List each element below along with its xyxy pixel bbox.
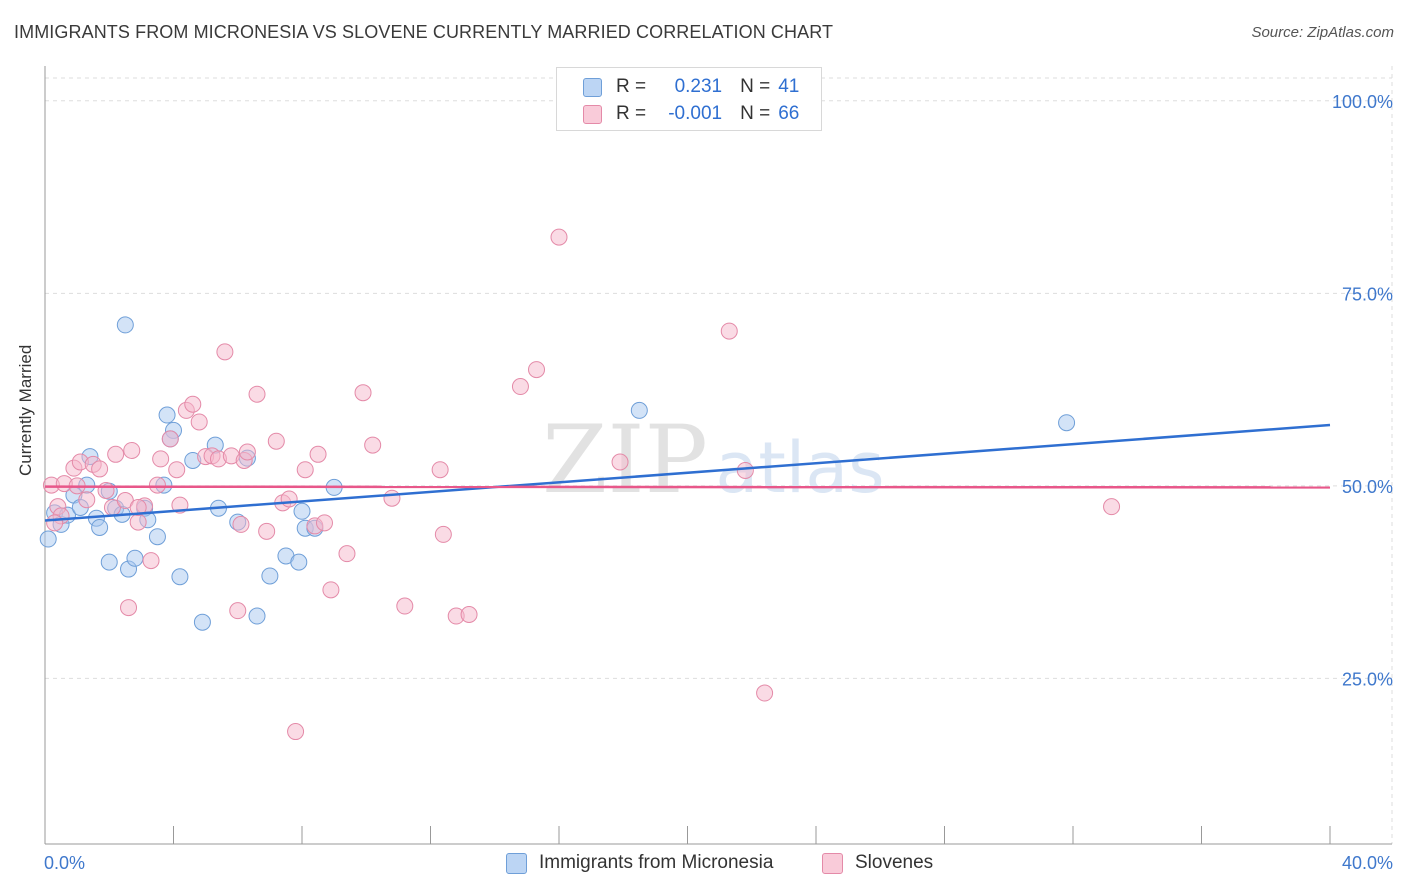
point-slovenes bbox=[1103, 498, 1121, 516]
point-slovenes bbox=[129, 498, 147, 516]
y-tick-label: 50.0% bbox=[1342, 477, 1393, 497]
x-tick-label: 0.0% bbox=[44, 853, 85, 873]
r-value: -0.001 bbox=[668, 103, 723, 124]
r-value: 0.231 bbox=[674, 76, 723, 97]
point-slovenes bbox=[123, 441, 141, 459]
point-slovenes bbox=[460, 605, 478, 623]
point-slovenes bbox=[354, 384, 372, 402]
point-slovenes bbox=[383, 489, 401, 507]
point-slovenes bbox=[267, 432, 285, 450]
point-slovenes bbox=[216, 343, 234, 361]
point-slovenes bbox=[129, 513, 147, 531]
point-micronesia bbox=[158, 406, 176, 424]
n-label: N = bbox=[740, 76, 771, 97]
point-micronesia bbox=[293, 502, 311, 520]
point-slovenes bbox=[736, 461, 754, 479]
legend-label: Immigrants from Micronesia bbox=[539, 852, 774, 873]
point-micronesia bbox=[290, 553, 308, 571]
correlation-legend: R = 0.231 N = 41 R = -0.001 N = 66 bbox=[556, 67, 822, 131]
point-slovenes bbox=[78, 491, 96, 509]
point-slovenes bbox=[756, 684, 774, 702]
point-slovenes bbox=[107, 445, 125, 463]
point-micronesia bbox=[630, 401, 648, 419]
point-slovenes bbox=[148, 476, 166, 494]
legend-swatch-pink bbox=[822, 852, 843, 874]
point-slovenes bbox=[431, 461, 449, 479]
r-label: R = bbox=[616, 103, 647, 124]
n-value: 66 bbox=[778, 103, 800, 124]
point-slovenes bbox=[528, 361, 546, 379]
point-micronesia bbox=[171, 568, 189, 586]
point-slovenes bbox=[142, 552, 160, 570]
source-note: Source: ZipAtlas.com bbox=[1251, 24, 1394, 41]
point-slovenes bbox=[168, 461, 186, 479]
r-label: R = bbox=[616, 76, 647, 97]
x-tick-label: 40.0% bbox=[1342, 853, 1393, 873]
point-slovenes bbox=[396, 597, 414, 615]
legend-item-slovenes: Slovenes bbox=[822, 852, 933, 874]
legend-swatch-blue bbox=[506, 852, 527, 874]
point-slovenes bbox=[91, 460, 109, 478]
point-slovenes bbox=[248, 385, 266, 403]
point-slovenes bbox=[232, 515, 250, 533]
point-micronesia bbox=[126, 549, 144, 567]
point-slovenes bbox=[97, 482, 115, 500]
point-slovenes bbox=[229, 602, 247, 620]
point-slovenes bbox=[46, 514, 64, 532]
point-slovenes bbox=[364, 436, 382, 454]
chart-title: IMMIGRANTS FROM MICRONESIA VS SLOVENE CU… bbox=[14, 22, 834, 42]
point-micronesia bbox=[39, 530, 57, 548]
point-micronesia bbox=[148, 528, 166, 546]
point-slovenes bbox=[190, 413, 208, 431]
point-slovenes bbox=[120, 599, 138, 617]
legend-swatch-pink bbox=[583, 104, 602, 124]
point-slovenes bbox=[720, 322, 738, 340]
point-slovenes bbox=[184, 395, 202, 413]
series-legend: Immigrants from Micronesia Slovenes bbox=[0, 852, 1406, 878]
point-micronesia bbox=[1058, 414, 1076, 432]
n-label: N = bbox=[740, 103, 771, 124]
y-tick-label: 75.0% bbox=[1342, 284, 1393, 304]
y-tick-label: 100.0% bbox=[1332, 92, 1393, 112]
point-slovenes bbox=[434, 525, 452, 543]
point-micronesia bbox=[91, 518, 109, 536]
point-slovenes bbox=[258, 522, 276, 540]
point-slovenes bbox=[550, 228, 568, 246]
trend-lines bbox=[44, 423, 1331, 522]
axes bbox=[44, 66, 1392, 845]
point-slovenes bbox=[280, 490, 298, 508]
legend-row-slovenes: R = -0.001 N = 66 bbox=[557, 101, 799, 127]
legend-label: Slovenes bbox=[855, 852, 934, 873]
point-micronesia bbox=[116, 316, 134, 334]
point-micronesia bbox=[100, 553, 118, 571]
n-value: 41 bbox=[778, 76, 800, 97]
trend-line-micronesia bbox=[44, 423, 1331, 522]
point-slovenes bbox=[511, 378, 529, 396]
point-slovenes bbox=[338, 545, 356, 563]
point-slovenes bbox=[161, 430, 179, 448]
point-slovenes bbox=[296, 461, 314, 479]
point-slovenes bbox=[309, 445, 327, 463]
trend-line-slovenes bbox=[44, 485, 1331, 489]
tick-labels: 100.0% 75.0% 50.0% 25.0% 0.0% 40.0% bbox=[44, 92, 1393, 873]
point-micronesia bbox=[248, 607, 266, 625]
point-slovenes bbox=[238, 443, 256, 461]
point-slovenes bbox=[152, 450, 170, 468]
point-slovenes bbox=[315, 514, 333, 532]
legend-swatch-blue bbox=[583, 77, 602, 97]
y-axis-label: Currently Married bbox=[16, 344, 35, 476]
point-micronesia bbox=[261, 567, 279, 585]
point-slovenes bbox=[611, 453, 629, 471]
point-slovenes bbox=[287, 723, 305, 741]
legend-item-micronesia: Immigrants from Micronesia bbox=[506, 852, 773, 874]
legend-row-micronesia: R = 0.231 N = 41 bbox=[557, 74, 799, 100]
point-slovenes bbox=[322, 581, 340, 599]
point-micronesia bbox=[193, 613, 211, 631]
y-tick-label: 25.0% bbox=[1342, 669, 1393, 689]
